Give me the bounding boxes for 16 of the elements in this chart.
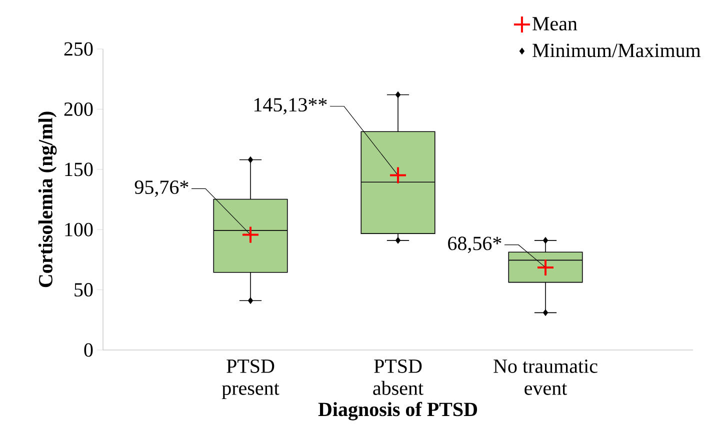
y-axis-title: Cortisolemia (ng/ml) [38,112,57,288]
y-tick-label: 100 [65,222,93,236]
y-tick-label: 150 [65,162,93,176]
x-tick-label: No traumatic event [494,360,598,395]
annotation: 145,13** [254,98,327,114]
legend-label: Mean [532,17,578,30]
y-tick-label: 50 [74,283,93,297]
x-tick-label: PTSD absent [373,360,424,395]
legend-label: Minimum/Maximum [532,44,701,58]
x-axis-title: Diagnosis of PTSD [318,402,478,420]
x-tick-label: PTSD present [222,360,280,400]
y-tick-label: 250 [64,42,93,56]
y-tick-label: 200 [64,102,93,116]
annotation: 95,76* [134,180,188,197]
y-tick-label: 0 [84,343,93,357]
annotation: 68,56* [448,236,502,254]
